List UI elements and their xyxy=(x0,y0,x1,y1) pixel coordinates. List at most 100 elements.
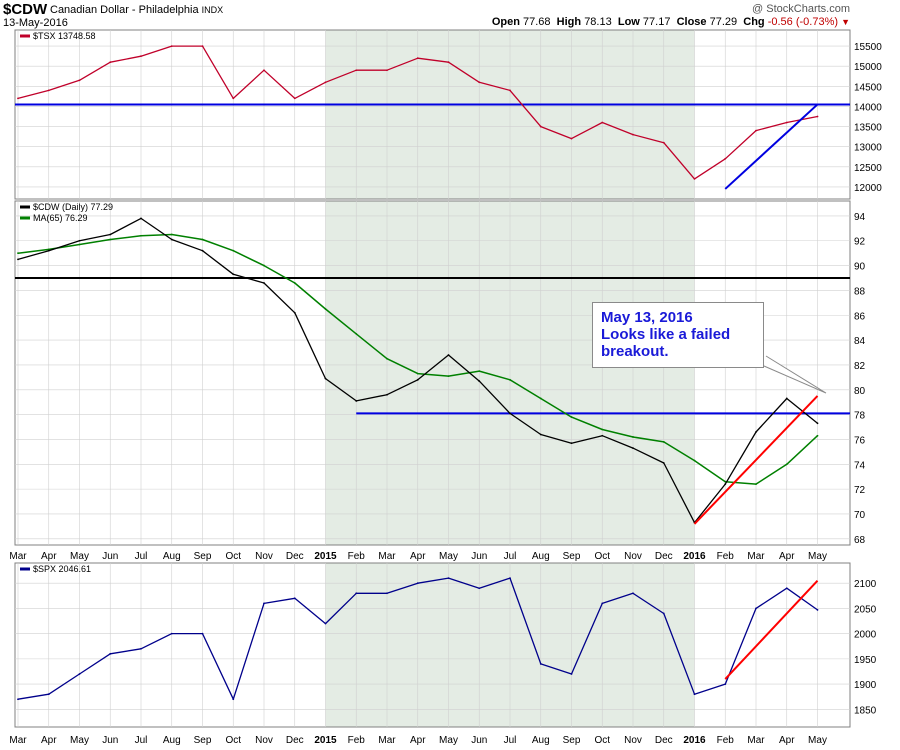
cdw-ma-line-point-15 xyxy=(478,370,481,373)
cdw-ma-line-point-0 xyxy=(17,252,19,255)
month-label-1-2: May xyxy=(70,735,89,746)
cdw-price-line-point-12 xyxy=(386,393,388,396)
month-label-0-19: Oct xyxy=(594,551,610,562)
tsx-line-point-24 xyxy=(755,129,757,132)
bottom-ytick-1850: 1850 xyxy=(854,705,877,716)
month-label-1-24: Mar xyxy=(747,735,765,746)
chg-label: Chg xyxy=(743,16,765,28)
cdw-price-line-point-26 xyxy=(816,422,819,425)
spx-line-point-14 xyxy=(447,577,450,580)
annotation-line-2: Looks like a failed xyxy=(601,326,731,343)
tsx-line-point-11 xyxy=(355,69,358,72)
spx-trendline xyxy=(724,579,819,680)
month-label-1-12: Mar xyxy=(378,735,396,746)
spx-line-point-2 xyxy=(78,673,81,675)
month-label-1-1: Apr xyxy=(41,735,57,746)
chart-header: $CDW Canadian Dollar - Philadelphia INDX… xyxy=(0,0,900,30)
month-label-1-15: Jun xyxy=(471,735,487,746)
cdw-ma-line-point-21 xyxy=(662,441,665,443)
month-label-0-14: May xyxy=(439,551,458,562)
cdw-price-line-point-11 xyxy=(355,400,358,402)
cdw-ma-line-point-11 xyxy=(355,332,358,335)
cdw-price-line-point-24 xyxy=(755,431,757,433)
cdw-ma-line-point-25 xyxy=(785,463,788,466)
middle-ytick-68: 68 xyxy=(854,535,866,546)
month-label-1-26: May xyxy=(808,735,827,746)
month-label-0-15: Jun xyxy=(471,551,487,562)
cdw-price-line-point-10 xyxy=(324,377,327,380)
middle-ytick-72: 72 xyxy=(854,485,866,496)
cdw-ma-line-point-17 xyxy=(539,397,542,400)
annotation-callout: May 13, 2016 Looks like a failed breakou… xyxy=(592,302,764,368)
tsx-line-point-14 xyxy=(447,61,450,64)
month-label-0-9: Dec xyxy=(286,551,304,562)
cdw-price-line-point-15 xyxy=(478,380,481,382)
tsx-line-point-5 xyxy=(170,45,173,47)
month-label-0-5: Aug xyxy=(163,551,181,562)
month-label-1-5: Aug xyxy=(163,735,181,746)
month-label-0-2: May xyxy=(70,551,89,562)
spx-line-point-17 xyxy=(539,663,542,665)
cdw-ma-line-point-20 xyxy=(632,436,634,438)
month-label-1-4: Jul xyxy=(135,735,148,746)
spx-line-point-21 xyxy=(662,612,665,615)
month-label-1-13: Apr xyxy=(410,735,426,746)
tsx-line-point-13 xyxy=(416,57,419,60)
tsx-line-point-22 xyxy=(693,177,696,180)
cdw-trendline xyxy=(693,395,819,525)
instrument-title: Canadian Dollar - Philadelphia xyxy=(50,4,199,16)
middle-ytick-70: 70 xyxy=(854,510,866,521)
spx-line-point-18 xyxy=(570,673,573,675)
tsx-line-point-15 xyxy=(478,81,481,84)
bottom-ytick-1950: 1950 xyxy=(854,655,877,666)
spx-line-point-10 xyxy=(324,622,327,625)
month-label-0-7: Oct xyxy=(225,551,241,562)
cdw-price-line-point-4 xyxy=(140,217,142,220)
bottom-ytick-2000: 2000 xyxy=(854,630,877,641)
month-label-1-18: Sep xyxy=(563,735,581,746)
cdw-price-line-point-3 xyxy=(109,233,112,236)
cdw-ma-line-point-14 xyxy=(447,375,450,378)
tsx-trendline xyxy=(724,103,819,190)
cdw-ma-line-point-13 xyxy=(416,372,419,375)
tsx-line-point-3 xyxy=(109,61,112,64)
tsx-line-point-7 xyxy=(232,97,235,100)
spx-line-point-0 xyxy=(17,698,19,701)
tsx-line-point-20 xyxy=(632,133,634,136)
tsx-line-point-6 xyxy=(201,45,204,47)
month-label-0-0: Mar xyxy=(9,551,27,562)
low-label: Low xyxy=(617,16,640,28)
month-label-0-6: Sep xyxy=(194,551,212,562)
cdw-price-line-point-23 xyxy=(724,483,727,486)
close-value: 77.29 xyxy=(709,16,738,28)
cdw-ma-line-point-8 xyxy=(263,264,265,267)
month-label-0-16: Jul xyxy=(504,551,517,562)
month-label-1-23: Feb xyxy=(717,735,735,746)
cdw-ma-line-point-24 xyxy=(755,483,757,486)
top-ytick-13000: 13000 xyxy=(854,143,882,154)
chart-date: 13-May-2016 xyxy=(3,17,68,29)
spx-line-point-13 xyxy=(416,582,419,585)
cdw-ma-line-point-12 xyxy=(386,357,388,360)
cdw-price-line-point-21 xyxy=(662,462,665,464)
middle-ytick-78: 78 xyxy=(854,411,866,422)
top-ytick-15000: 15000 xyxy=(854,62,882,73)
cdw-price-line-point-25 xyxy=(785,397,788,400)
tsx-line-point-10 xyxy=(324,81,327,84)
cdw-ma-line-point-1 xyxy=(47,248,50,251)
cdw-price-line-point-7 xyxy=(232,273,235,276)
month-label-1-16: Jul xyxy=(504,735,517,746)
cdw-price-line-point-6 xyxy=(201,249,204,252)
ma-legend: MA(65) 76.29 xyxy=(33,213,88,223)
close-label: Close xyxy=(676,16,707,28)
month-label-0-20: Nov xyxy=(624,551,642,562)
tsx-line-point-18 xyxy=(570,137,573,140)
cdw-ma-line-point-7 xyxy=(232,249,235,252)
tsx-line-point-19 xyxy=(601,121,604,124)
cdw-ma-line-point-6 xyxy=(201,238,204,241)
cdw-ma-line-point-16 xyxy=(509,378,511,381)
tsx-line-point-16 xyxy=(509,89,511,92)
month-label-0-24: Mar xyxy=(747,551,765,562)
spx-line-point-5 xyxy=(170,632,173,635)
cdw-ma-line-point-10 xyxy=(324,308,327,310)
